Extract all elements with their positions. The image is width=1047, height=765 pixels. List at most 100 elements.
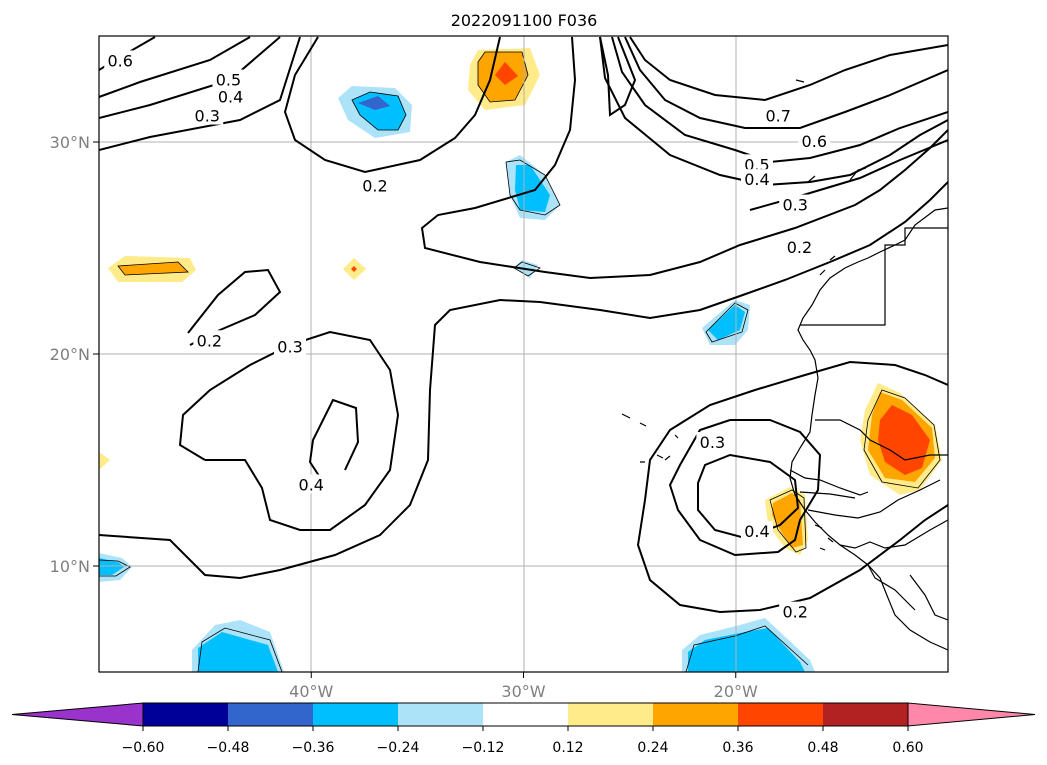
contour-0.4-north: [599, 36, 637, 117]
x-axis-ticks: 40°W 30°W 20°W: [289, 672, 758, 701]
contour-label: 0.3: [782, 196, 807, 215]
contour-label-bg: [193, 330, 226, 350]
colorbar-extend-low: [11, 702, 144, 727]
contour-label-bg: [191, 105, 224, 125]
contour-0.3-east-loop: [668, 419, 822, 557]
y-tick-label: 30°N: [50, 133, 90, 152]
colorbar: −0.60 −0.48 −0.36 −0.24 −0.12 0.12 0.24 0.36 0.4…: [11, 702, 1036, 756]
colorbar-tick-label: 0.24: [637, 740, 668, 756]
contour-label-bg: [798, 131, 831, 150]
contour-label: 0.2: [782, 603, 807, 622]
y-tick-label: 10°N: [50, 557, 90, 576]
colorbar-segment: [568, 703, 653, 726]
colorbar-tick-label: −0.12: [462, 740, 505, 756]
y-tick-label: 20°N: [50, 345, 90, 364]
border-guinea: [839, 519, 948, 549]
border-gambia: [799, 491, 856, 499]
border-mauritania-north: [800, 227, 948, 326]
contour-label-bg: [783, 237, 816, 256]
contour-0.2-tongue: [420, 36, 948, 280]
shade-positive-west-core: [118, 262, 188, 275]
colorbar-tick-label: −0.60: [122, 740, 165, 756]
colorbar-tick-label: −0.24: [377, 740, 420, 756]
contour-0.6-ne: [624, 36, 948, 129]
colorbar-segment: [143, 703, 228, 726]
cape-verde-islands: [621, 413, 679, 463]
contour-label: 0.7: [765, 107, 790, 126]
bissagos-islands: [814, 524, 834, 551]
contour-0.5-nw: [99, 36, 251, 98]
contour-label-bg: [104, 50, 137, 70]
colorbar-segment: [738, 703, 823, 726]
contour-label: 0.6: [802, 132, 827, 151]
colorbar-tick-label: −0.48: [207, 740, 250, 756]
plot-area: 0.60.50.40.30.20.2 0.30.40.70.60.50.40.30…: [99, 36, 948, 672]
contour-label: 0.6: [107, 51, 132, 70]
colorbar-tick-label: 0.36: [722, 740, 753, 756]
contour-label-bg: [779, 601, 812, 621]
border-mali: [815, 419, 948, 461]
border-senegal: [789, 469, 869, 496]
chart-title: 2022091100 F036: [451, 11, 598, 30]
contour-label-bg: [762, 105, 795, 125]
x-tick-label: 30°W: [501, 682, 545, 701]
contour-label-bg: [212, 69, 245, 89]
colorbar-segment: [483, 703, 568, 726]
contour-0.2-east-bottom: [636, 499, 948, 614]
shade-positive-dot-core: [351, 266, 357, 272]
contour-label: 0.4: [744, 170, 769, 189]
x-tick-label: 40°W: [289, 682, 333, 701]
x-tick-label: 20°W: [714, 682, 758, 701]
contour-0.4-west: [308, 398, 360, 486]
contour-0.4-nw: [99, 36, 281, 119]
contour-label-bg: [274, 336, 307, 356]
colorbar-tick-label: 0.12: [552, 740, 583, 756]
border-sierra-leone: [867, 564, 916, 611]
contour-0.4-east-loop: [697, 453, 800, 540]
contour-label-bg: [740, 154, 773, 174]
colorbar-segment: [653, 703, 738, 726]
colorbar-tick-label: −0.36: [292, 740, 335, 756]
colorbar-extend-high: [907, 702, 1036, 727]
border-liberia: [909, 574, 948, 621]
contour-0.3-nw: [99, 36, 301, 151]
contour-0.2-west: [187, 268, 282, 346]
contour-label: 0.3: [277, 338, 302, 357]
colorbar-tick-label: 0.60: [892, 740, 923, 756]
shade-positive-edge-west: [99, 452, 110, 470]
contour-label: 0.3: [700, 433, 725, 452]
shade-negative-south-core: [198, 632, 278, 672]
colorbar-segment: [823, 703, 908, 726]
colorbar-tick-label: 0.48: [807, 740, 838, 756]
contour-label-bg: [214, 86, 247, 106]
contour-lines: [99, 36, 948, 614]
contour-0.2-north: [283, 36, 501, 174]
contour-label: 0.3: [195, 107, 220, 126]
contour-label: 0.2: [197, 331, 222, 350]
y-axis-ticks: 10°N 20°N 30°N: [50, 133, 99, 576]
border-guinea-bissau: [807, 479, 941, 519]
contour-label-bg: [779, 194, 812, 214]
shade-negative-north-peak: [358, 96, 390, 110]
contour-label: 0.2: [787, 238, 812, 257]
shade-positive-coast-core: [772, 493, 803, 548]
contour-label-bg: [740, 521, 773, 541]
colorbar-segment: [228, 703, 313, 726]
contour-0.2-east-loop: [644, 360, 948, 501]
contour-label-bg: [295, 474, 328, 494]
contour-label-bg: [740, 169, 773, 189]
contour-label: 0.4: [299, 475, 324, 494]
contour-label-bg: [358, 175, 391, 195]
contour-label: 0.4: [218, 87, 243, 106]
colorbar-frame: [142, 702, 909, 727]
shade-positive-north-peak: [495, 62, 518, 85]
colorbar-segment: [398, 703, 483, 726]
contour-label: 0.2: [362, 177, 387, 196]
contour-label-bg: [696, 432, 729, 452]
shade-negative-southeast-core: [688, 628, 805, 672]
grid-lines: [99, 36, 948, 672]
contour-label: 0.5: [216, 71, 241, 90]
contour-0.7-ne: [629, 36, 948, 102]
contour-label: 0.4: [744, 522, 769, 541]
